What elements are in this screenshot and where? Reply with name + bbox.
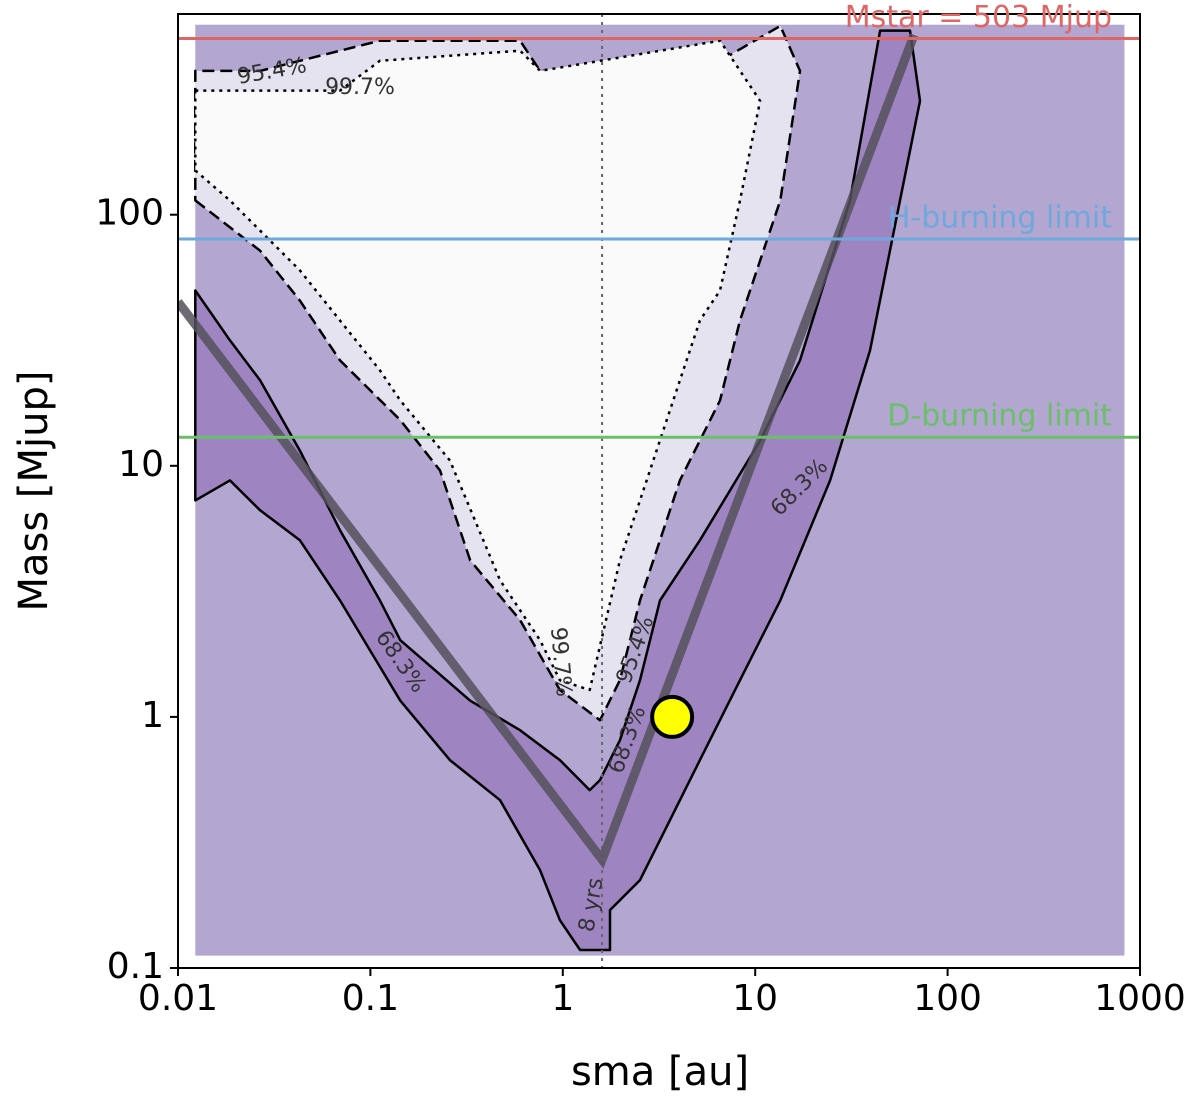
contour-label: 99.7%: [325, 75, 395, 100]
detection-line: [178, 33, 919, 869]
x-tick-label: 10: [732, 978, 778, 1019]
plot-area: 95.4% 99.7%68.3% 99.7% 95.4%68.3%68.3%8 yrs: [178, 14, 1140, 968]
y-tick-label: 10: [118, 444, 164, 485]
limit-label: Mstar = 503 Mjup: [845, 0, 1112, 35]
y-tick-label: 1: [141, 695, 164, 736]
contour-label: 99.7%: [545, 626, 576, 698]
x-tick-label: 1: [551, 978, 574, 1019]
plot-frame: [177, 13, 1141, 969]
x-tick-label: 1000: [1094, 978, 1186, 1019]
contour-region: [194, 39, 762, 692]
y-axis-label: Mass [Mjup]: [11, 371, 57, 612]
planet-marker: [650, 694, 695, 739]
x-tick-label: 100: [913, 978, 982, 1019]
x-axis-label: sma [au]: [571, 1049, 749, 1095]
x-tick-label: 0.1: [342, 978, 399, 1019]
x-tick-label: 0.01: [138, 978, 218, 1019]
limit-label: D-burning limit: [887, 399, 1112, 434]
y-tick-label: 0.1: [107, 946, 164, 987]
limit-label: H-burning limit: [888, 201, 1112, 236]
contour-region: [194, 29, 922, 952]
y-tick-label: 100: [95, 193, 164, 234]
